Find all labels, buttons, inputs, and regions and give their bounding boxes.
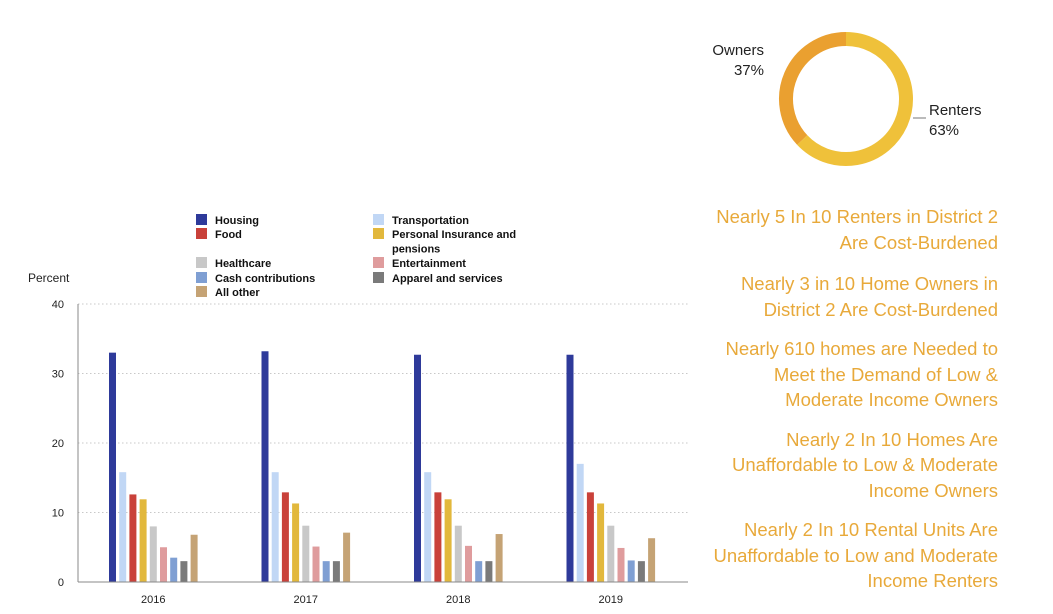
legend-swatch xyxy=(373,214,384,225)
slice-label-owners: Owners xyxy=(712,42,764,59)
legend-swatch xyxy=(196,257,207,268)
legend-swatch xyxy=(196,272,207,283)
legend-label: Healthcare xyxy=(215,258,271,270)
x-tick-label: 2019 xyxy=(599,594,623,606)
bar-2016-housing xyxy=(109,352,116,582)
legend-label: Cash contributions xyxy=(215,273,315,285)
callout-homes-unaffordable: Nearly 2 In 10 Homes Are Unaffordable to… xyxy=(731,428,998,501)
bar-2019-healthcare xyxy=(607,525,615,582)
bar-2018-apparel-and-services xyxy=(485,561,493,582)
bar-2017-cash-contributions xyxy=(322,561,330,582)
legend-label: Transportation xyxy=(392,215,469,227)
bar-2016-entertainment xyxy=(160,547,167,582)
bar-2016-food xyxy=(129,494,137,582)
bar-2019-personal-insurance-and-pensions xyxy=(597,503,605,582)
slice-value-renters: 63% xyxy=(929,122,959,139)
callout-owners-cost-burdened: Nearly 3 in 10 Home Owners in District 2… xyxy=(740,273,998,320)
callout-homes-needed: Nearly 610 homes are Needed to Meet the … xyxy=(725,338,998,410)
bar-2016-all-other xyxy=(190,534,198,582)
bar-2017-housing xyxy=(261,351,269,582)
bar-2017-transportation xyxy=(271,472,279,582)
bar-2017-food xyxy=(281,492,289,582)
bar-2017-personal-insurance-and-pensions xyxy=(292,503,300,582)
bar-2016-transportation xyxy=(119,472,127,582)
bar-2019-housing xyxy=(566,354,574,582)
x-tick-label: 2018 xyxy=(446,594,470,606)
expenditure-bar-chart: 0 10 20 30 40 Percent 2016 2017 2018 2019 Housing T… xyxy=(28,214,688,606)
bar-2016-healthcare xyxy=(149,526,157,582)
y-tick-label: 10 xyxy=(52,508,64,520)
slice-value-owners: 37% xyxy=(734,62,764,79)
legend-swatch xyxy=(196,228,207,239)
y-axis-label: Percent xyxy=(28,271,70,285)
callout-renters-cost-burdened: Nearly 5 In 10 Renters in District 2 Are… xyxy=(716,206,998,253)
legend-swatch xyxy=(196,214,207,225)
bar-2018-healthcare xyxy=(454,525,462,582)
bar-2018-housing xyxy=(414,354,421,582)
legend-swatch xyxy=(373,272,384,283)
y-tick-label: 30 xyxy=(52,369,64,381)
slice-owners xyxy=(779,32,847,145)
tenure-donut-chart: Owners 37% Renters 63% xyxy=(712,32,982,166)
x-tick-label: 2017 xyxy=(294,594,318,606)
bar-2016-personal-insurance-and-pensions xyxy=(139,499,147,582)
bar-2018-cash-contributions xyxy=(475,561,483,582)
legend-label: All other xyxy=(215,287,260,299)
legend-swatch xyxy=(196,286,207,297)
y-tick-label: 0 xyxy=(58,577,64,589)
bar-2017-all-other xyxy=(343,532,351,582)
legend-label: Personal Insurance and pensions xyxy=(392,229,516,256)
y-tick-label: 20 xyxy=(52,438,64,450)
legend-label: Food xyxy=(215,229,242,241)
legend-swatch xyxy=(373,228,384,239)
bar-2019-entertainment xyxy=(617,547,625,582)
bar-2017-healthcare xyxy=(302,525,310,582)
bar-2019-transportation xyxy=(576,463,584,582)
bar-2019-food xyxy=(586,492,594,582)
callout-rentals-unaffordable: Nearly 2 In 10 Rental Units Are Unafford… xyxy=(713,519,998,591)
bar-2018-transportation xyxy=(424,472,432,582)
bar-2016-cash-contributions xyxy=(170,557,178,582)
bar-2018-all-other xyxy=(495,534,503,582)
bar-2019-cash-contributions xyxy=(627,560,635,582)
bar-2019-all-other xyxy=(648,538,656,582)
bar-2018-entertainment xyxy=(465,545,472,582)
slice-renters xyxy=(797,32,913,166)
callout-list: Nearly 5 In 10 Renters in District 2 Are… xyxy=(698,204,998,608)
legend-label: Entertainment xyxy=(392,258,466,270)
legend-swatch xyxy=(373,257,384,268)
bar-2018-food xyxy=(434,492,442,582)
bar-2017-apparel-and-services xyxy=(332,561,340,582)
legend-label: Housing xyxy=(215,215,259,227)
bar-2019-apparel-and-services xyxy=(637,561,645,582)
slice-label-renters: Renters xyxy=(929,102,982,119)
y-tick-label: 40 xyxy=(52,299,64,311)
legend-label: Apparel and services xyxy=(392,273,503,285)
x-tick-label: 2016 xyxy=(141,594,165,606)
bar-2018-personal-insurance-and-pensions xyxy=(444,499,452,582)
bar-2016-apparel-and-services xyxy=(180,561,188,582)
bar-2017-entertainment xyxy=(312,546,320,582)
